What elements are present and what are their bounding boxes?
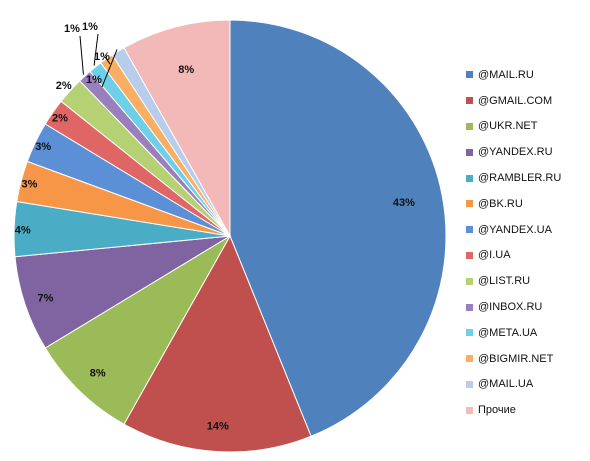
legend-label: @I.UA: [478, 249, 511, 262]
slice-value-label: 1%: [64, 23, 80, 35]
legend-swatch: [466, 277, 473, 285]
pie-slice-: [123, 19, 231, 238]
legend-item: @GMAIL.COM: [466, 88, 584, 114]
legend-item: @RAMBLER.RU: [466, 165, 584, 191]
legend-swatch: [466, 148, 473, 156]
legend-swatch: [466, 200, 473, 208]
legend-label: @BK.RU: [478, 197, 523, 210]
legend-swatch: [466, 251, 473, 259]
slice-value-label: 8%: [90, 368, 106, 380]
legend-swatch: [466, 329, 473, 337]
legend-item: @MAIL.RU: [466, 62, 584, 88]
pie-slice-mail-ru: [229, 19, 447, 437]
leader-line: [93, 33, 99, 66]
legend-label: @RAMBLER.RU: [478, 172, 562, 185]
slice-value-label: 43%: [393, 197, 415, 209]
legend-swatch: [466, 174, 473, 182]
legend-label: @LIST.RU: [478, 275, 531, 288]
slice-value-label: 8%: [178, 64, 194, 76]
slice-value-label: 7%: [38, 292, 54, 304]
legend-swatch: [466, 303, 473, 311]
legend-label: @YANDEX.RU: [478, 146, 553, 159]
slice-value-label: 3%: [21, 178, 37, 190]
legend-item: @MAIL.UA: [466, 372, 584, 398]
pie-slices: [13, 19, 447, 453]
legend-label: @YANDEX.UA: [478, 223, 552, 236]
slice-value-label: 14%: [207, 421, 229, 433]
pie-slice-gmail-com: [123, 234, 312, 453]
legend-swatch: [466, 355, 473, 363]
legend-label: Прочие: [478, 404, 516, 417]
slice-value-label: 4%: [15, 224, 31, 236]
legend-swatch: [466, 122, 473, 130]
leader-line: [79, 35, 84, 75]
legend-item: @INBOX.RU: [466, 294, 584, 320]
legend-label: @MAIL.RU: [478, 68, 534, 81]
legend-item: @I.UA: [466, 243, 584, 269]
legend-item: @BIGMIR.NET: [466, 346, 584, 372]
legend-label: @UKR.NET: [478, 120, 538, 133]
legend-swatch: [466, 226, 473, 234]
pie-slice-ukr-net: [44, 234, 232, 425]
legend-label: @MAIL.UA: [478, 378, 534, 391]
legend-item: @YANDEX.UA: [466, 217, 584, 243]
legend-label: @META.UA: [478, 326, 538, 339]
leader-lines: [79, 33, 118, 88]
leader-line: [101, 49, 118, 88]
legend-swatch: [466, 380, 473, 388]
legend-item: Прочие: [466, 397, 584, 423]
slice-value-label: 2%: [52, 112, 68, 124]
legend-swatch: [466, 97, 473, 105]
legend-swatch: [466, 71, 473, 79]
legend-item: @BK.RU: [466, 191, 584, 217]
chart-legend: @MAIL.RU @GMAIL.COM @UKR.NET @YANDEX.RU @RAM…: [466, 62, 584, 423]
slice-labels: 43%14%8%7%4%3%3%2%2%1% 1%1%1%8%: [15, 21, 415, 433]
slice-value-label: 2%: [56, 80, 72, 92]
legend-label: @INBOX.RU: [478, 301, 543, 314]
legend-item: @UKR.NET: [466, 114, 584, 140]
slice-value-label: 1%: [82, 21, 98, 33]
slice-value-label: 1%: [86, 74, 102, 86]
legend-item: @META.UA: [466, 320, 584, 346]
legend-label: @BIGMIR.NET: [478, 352, 554, 365]
slice-value-label: 1%: [94, 51, 110, 63]
slice-value-label: 3%: [35, 141, 51, 153]
legend-item: @YANDEX.RU: [466, 139, 584, 165]
leader-line: [104, 56, 111, 65]
legend-swatch: [466, 406, 473, 414]
legend-item: @LIST.RU: [466, 268, 584, 294]
legend-label: @GMAIL.COM: [478, 94, 553, 107]
